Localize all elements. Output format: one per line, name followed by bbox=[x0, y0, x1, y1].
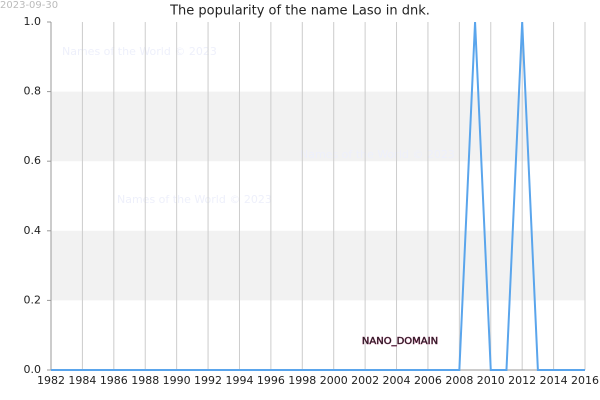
y-tick-label: 0.8 bbox=[24, 85, 42, 98]
x-tick-label: 2008 bbox=[445, 374, 473, 387]
x-tick-label: 1996 bbox=[257, 374, 285, 387]
x-tick-label: 2000 bbox=[320, 374, 348, 387]
date-stamp: 2023-09-30 bbox=[0, 0, 58, 11]
y-tick-label: 0.0 bbox=[24, 363, 42, 376]
x-tick-label: 2010 bbox=[477, 374, 505, 387]
data-line bbox=[51, 21, 585, 371]
x-tick-label: 2014 bbox=[540, 374, 568, 387]
band bbox=[51, 91, 585, 162]
x-tick-label: 2002 bbox=[351, 374, 379, 387]
x-tick-label: 1984 bbox=[68, 374, 96, 387]
y-tick-label: 0.2 bbox=[24, 293, 42, 306]
y-tick-label: 1.0 bbox=[24, 15, 42, 28]
x-tick-label: 1982 bbox=[37, 374, 65, 387]
y-tick-label: 0.6 bbox=[24, 154, 42, 167]
chart-title: The popularity of the name Laso in dnk. bbox=[169, 4, 430, 19]
band bbox=[51, 230, 585, 301]
x-tick-label: 1990 bbox=[163, 374, 191, 387]
x-tick-label: 2012 bbox=[508, 374, 536, 387]
x-tick-label: 2004 bbox=[383, 374, 411, 387]
watermark: Names of the World © 2023 bbox=[300, 148, 455, 161]
x-tick-label: 1992 bbox=[194, 374, 222, 387]
watermark: Names of the World © 2023 bbox=[117, 193, 272, 206]
watermark: Names of the World © 2023 bbox=[62, 45, 217, 58]
y-tick-label: 0.4 bbox=[24, 224, 42, 237]
domain-label: NANO_DOMAIN bbox=[362, 336, 438, 347]
x-tick-label: 1986 bbox=[100, 374, 128, 387]
x-tick-label: 2006 bbox=[414, 374, 442, 387]
x-tick-label: 1988 bbox=[131, 374, 159, 387]
x-tick-label: 1994 bbox=[225, 374, 253, 387]
x-tick-label: 2016 bbox=[571, 374, 599, 387]
x-tick-label: 1998 bbox=[288, 374, 316, 387]
